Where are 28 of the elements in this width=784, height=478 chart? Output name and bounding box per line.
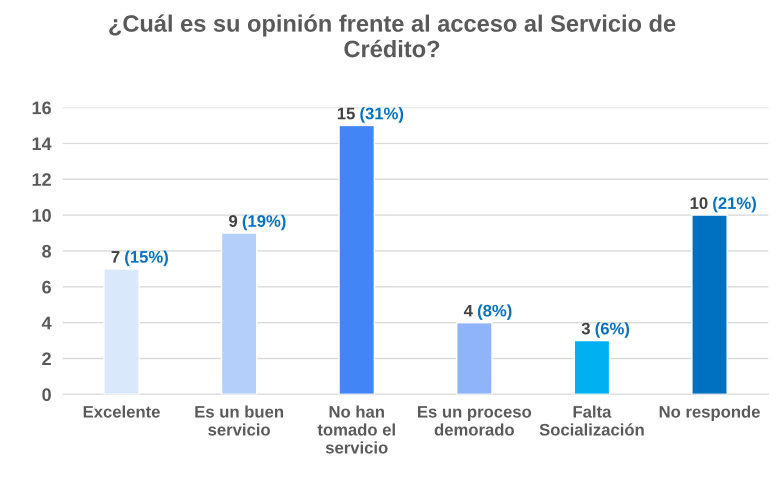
- data-label: 15 (31%): [338, 107, 404, 123]
- x-tick-label: Es un buen servicio: [195, 405, 283, 436]
- y-tick-label: 12: [32, 173, 51, 186]
- y-tick-label: 8: [42, 244, 52, 258]
- x-tick-label: No responde: [660, 405, 760, 421]
- x-tick-label: Excelente: [84, 405, 160, 418]
- y-tick-label: 10: [32, 209, 51, 222]
- x-tick-label: No han tomado el servicio: [318, 405, 395, 454]
- data-label: 3 (6%): [582, 322, 630, 338]
- bar: [338, 124, 376, 394]
- data-label: 4 (8%): [464, 304, 512, 320]
- bar: [456, 322, 493, 394]
- bar: [574, 340, 610, 394]
- x-tick-label: Es un proceso demorado: [418, 406, 532, 436]
- data-label: 7 (15%): [112, 250, 168, 266]
- bar: [103, 268, 140, 394]
- chart-title: ¿Cuál es su opinión frente al acceso al Servicio de Crédito?: [109, 14, 676, 58]
- bar: [220, 232, 258, 394]
- y-tick-label: 4: [42, 316, 52, 330]
- data-label: 9 (19%): [229, 214, 286, 230]
- y-tick-label: 16: [32, 101, 51, 114]
- bar: [691, 214, 728, 394]
- y-tick-label: 2: [42, 352, 51, 366]
- data-label: 10 (21%): [690, 196, 756, 212]
- x-tick-label: Falta Socialización: [540, 405, 644, 436]
- y-tick-label: 0: [42, 388, 51, 402]
- y-tick-label: 14: [32, 138, 52, 150]
- y-tick-label: 6: [42, 280, 51, 294]
